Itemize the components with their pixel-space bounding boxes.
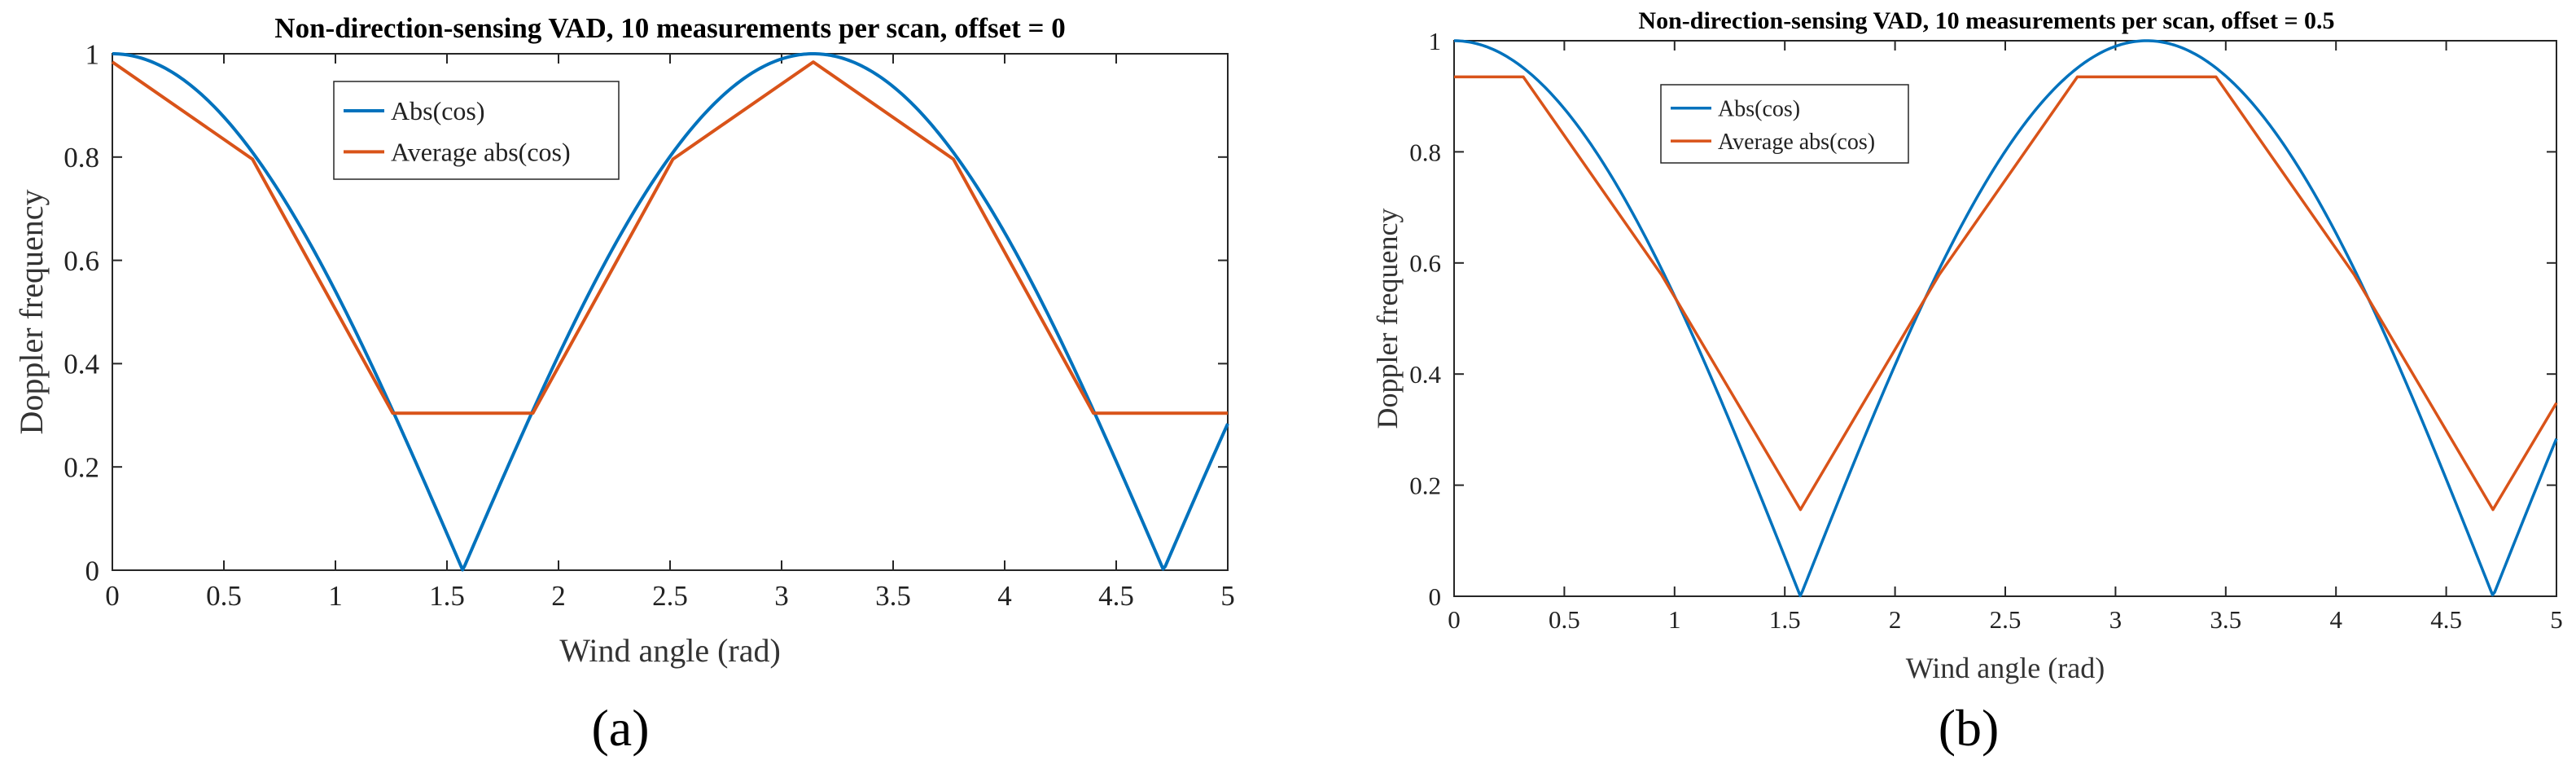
series-line-abs-cos bbox=[112, 52, 1229, 572]
y-axis-label: Doppler frequency bbox=[13, 190, 50, 435]
y-tick-label: 1 bbox=[85, 38, 100, 70]
x-tick-label: 2.5 bbox=[1990, 605, 2022, 634]
legend-label: Abs(cos) bbox=[1718, 97, 1800, 122]
chart-title: Non-direction-sensing VAD, 10 measuremen… bbox=[274, 12, 1065, 44]
x-tick-label: 2.5 bbox=[652, 580, 688, 612]
legend-box bbox=[333, 81, 620, 180]
legend-label: Abs(cos) bbox=[391, 96, 485, 125]
x-tick-label: 0.5 bbox=[206, 580, 242, 612]
x-axis-label: Wind angle (rad) bbox=[559, 632, 781, 669]
x-tick-label: 3.5 bbox=[875, 580, 911, 612]
x-tick-label: 2 bbox=[1889, 605, 1902, 634]
y-tick-label: 0.8 bbox=[1409, 138, 1441, 166]
x-tick-label: 4 bbox=[997, 580, 1012, 612]
legend-label: Average abs(cos) bbox=[1718, 130, 1875, 155]
y-tick-label: 0.6 bbox=[64, 245, 99, 277]
x-tick-label: 4 bbox=[2329, 605, 2342, 634]
chart-panel-b: 0 0.5 1 1.5 2 2.5 3 3.5 4 4.5 5 0 0.2 0.4 0.6 0.8 1 Abs(c… bbox=[1371, 7, 2563, 757]
y-tick-label: 0.6 bbox=[1409, 249, 1441, 278]
chart-title: Non-direction-sensing VAD, 10 measuremen… bbox=[1638, 7, 2334, 34]
y-tick-label: 1 bbox=[1429, 27, 1442, 55]
y-tick-label: 0.2 bbox=[64, 451, 99, 483]
x-tick-label: 4.5 bbox=[2430, 605, 2462, 634]
x-tick-label: 0 bbox=[105, 580, 120, 612]
legend: Abs(cos) Average abs(cos) bbox=[333, 81, 620, 180]
x-tick-label: 3 bbox=[2109, 605, 2123, 634]
plot-area bbox=[1453, 40, 2557, 597]
series-line-average-abs-cos bbox=[1454, 75, 2558, 512]
x-axis-label: Wind angle (rad) bbox=[1906, 652, 2105, 684]
panel-label: (b) bbox=[1939, 699, 2000, 757]
legend-label: Average abs(cos) bbox=[391, 138, 571, 167]
y-tick-label: 0 bbox=[85, 555, 100, 586]
x-tick-label: 4.5 bbox=[1098, 580, 1134, 612]
series-line-average-abs-cos bbox=[111, 60, 1228, 415]
x-tick-label: 1.5 bbox=[429, 580, 465, 612]
x-tick-label: 1.5 bbox=[1769, 605, 1801, 634]
y-tick-label: 0.2 bbox=[1409, 471, 1441, 499]
x-tick-label: 5 bbox=[2550, 605, 2563, 634]
x-tick-label: 5 bbox=[1220, 580, 1235, 612]
legend-box bbox=[1660, 84, 1909, 164]
plot-area bbox=[112, 53, 1229, 571]
y-tick-label: 0.8 bbox=[64, 142, 99, 174]
x-tick-label: 1 bbox=[328, 580, 343, 612]
x-tick-label: 3 bbox=[774, 580, 789, 612]
legend: Abs(cos) Average abs(cos) bbox=[1660, 84, 1909, 164]
series-line-abs-cos bbox=[1453, 39, 2558, 598]
panel-label: (a) bbox=[591, 699, 649, 757]
x-tick-label: 3.5 bbox=[2210, 605, 2241, 634]
x-tick-label: 1 bbox=[1668, 605, 1681, 634]
y-tick-label: 0.4 bbox=[1409, 360, 1441, 389]
x-tick-label: 0.5 bbox=[1549, 605, 1580, 634]
x-tick-label: 2 bbox=[551, 580, 566, 612]
x-tick-label: 0 bbox=[1448, 605, 1461, 634]
y-tick-label: 0.4 bbox=[64, 349, 99, 380]
chart-panel-a: 0 0.5 1 1.5 2 2.5 3 3.5 4 4.5 5 0 0.2 0.4 0.6 0.8 1 Abs(c… bbox=[13, 12, 1235, 757]
y-axis-label: Doppler frequency bbox=[1371, 209, 1404, 429]
y-tick-label: 0 bbox=[1429, 582, 1442, 611]
